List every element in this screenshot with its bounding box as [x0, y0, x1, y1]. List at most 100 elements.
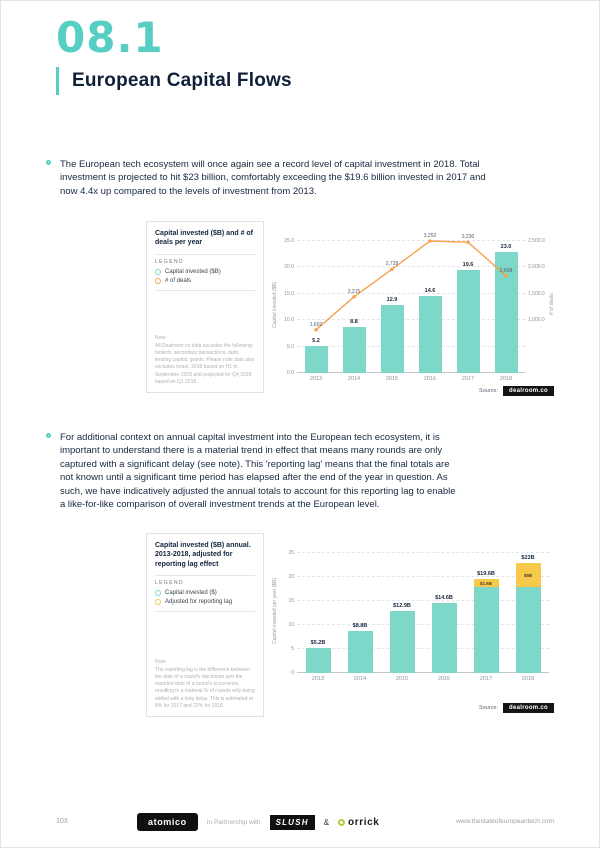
source-label: Source:	[479, 705, 499, 711]
capital-invested-bar	[389, 611, 415, 673]
x-axis-labels: 2013 2014 2015 2016 2017 2018	[297, 676, 549, 682]
note-label: Note:	[155, 335, 167, 342]
website-link[interactable]: www.thestateofeuropeantech.com	[456, 818, 554, 825]
y-axis-tick-right: 2,500.0	[528, 238, 545, 244]
note-text: All Dealroom.co data excludes the follow…	[155, 342, 255, 385]
figure1-note: Note: All Dealroom.co data excludes the …	[155, 335, 255, 386]
x-axis-tick: 2014	[353, 676, 367, 682]
legend-label: Capital invested ($)	[165, 590, 217, 597]
y-axis-tick: 5.0	[287, 343, 294, 350]
adjustment-value-label: $1.6B	[479, 580, 492, 586]
gridline	[297, 672, 549, 673]
figure2-title: Capital invested ($B) annual. 2013-2018,…	[155, 542, 251, 568]
y-axis-left: 25 20 15 10 5 0	[279, 539, 297, 676]
figure1-side-panel: Capital invested ($B) and # of deals per…	[146, 221, 264, 393]
deals-value-label: 2,215	[347, 288, 361, 295]
total-value-label: $5.2B	[310, 640, 326, 647]
adjusted-lag-bar	[473, 578, 499, 587]
y-axis-left: 25.0 20.0 15.0 10.0 5.0 0.0	[279, 227, 297, 376]
gridline	[297, 292, 525, 294]
x-axis-tick: 2015	[385, 376, 399, 382]
legend-heading: LEGEND	[155, 253, 255, 265]
y-axis-tick: 10	[288, 622, 294, 628]
legend-item: Capital invested ($)	[155, 590, 255, 597]
bar-value-label: 19.6	[462, 261, 474, 268]
figure1-title: Capital invested ($B) and # of deals per…	[155, 230, 254, 247]
deals-value-label: 1,602	[309, 321, 323, 328]
figure2-plot: $5.2B $8.8B $12.9B $14.6B $1.6B $19.6B $5B $23B	[297, 539, 549, 673]
bar-value-label: 23.0	[500, 243, 512, 250]
total-value-label: $12.9B	[393, 603, 411, 610]
y-axis-title-left: Capital invested ($B)	[272, 281, 278, 328]
bar-value-label: 8.8	[350, 318, 358, 325]
capital-invested-bar	[418, 295, 442, 373]
x-axis-tick: 2013	[309, 376, 323, 382]
legend-item: # of deals	[155, 277, 255, 284]
legend-swatch-icon	[155, 599, 161, 606]
gridline	[297, 372, 525, 373]
total-value-label: $19.6B	[477, 570, 495, 577]
y-axis-tick: 25.0	[284, 238, 294, 244]
y-axis-tick-right: 1,500.0	[528, 290, 545, 297]
legend-item: Adjusted for reporting lag	[155, 599, 255, 606]
gridline	[297, 624, 549, 625]
gridline	[297, 240, 525, 241]
capital-invested-bar	[431, 602, 457, 673]
orrick-logo: orrick	[338, 817, 379, 828]
page-number: 103	[56, 818, 68, 825]
partnership-label: In Partnership with	[206, 818, 261, 826]
capital-invested-bar	[380, 304, 404, 373]
x-axis-tick: 2018	[521, 676, 535, 682]
y-axis-tick: 20.0	[284, 264, 294, 271]
gridline	[297, 576, 549, 577]
deals-value-label: 2,728	[385, 261, 399, 268]
capital-invested-bar	[473, 586, 499, 673]
y-axis-tick: 0.0	[287, 370, 294, 376]
page-title-block: European Capital Flows	[56, 67, 292, 95]
legend-swatch-icon	[155, 590, 161, 597]
page-title: European Capital Flows	[72, 70, 292, 91]
plot-column: 5.2 8.8 12.9 14.6 19.6 23.0 1,602 2,215 2,728 3,2…	[297, 227, 525, 382]
gridline	[297, 648, 549, 649]
y-axis-tick: 0	[291, 670, 294, 676]
slush-logo: SLUSH	[269, 814, 315, 830]
section-number: 08.1	[56, 13, 164, 62]
paragraph-reporting-lag: For additional context on annual capital…	[46, 431, 464, 512]
y-axis-tick: 15	[288, 598, 294, 604]
legend-label: # of deals	[165, 277, 192, 284]
figure1-legend: Capital invested ($B) # of deals	[155, 268, 255, 291]
x-axis-tick: 2015	[395, 676, 409, 682]
figure1-plot: 5.2 8.8 12.9 14.6 19.6 23.0 1,602 2,215 2,728 3,2…	[297, 227, 525, 373]
paragraph-text: The European tech ecosystem will once ag…	[60, 159, 486, 197]
paragraph-text: For additional context on annual capital…	[60, 432, 456, 511]
total-value-label: $23B	[521, 554, 535, 561]
legend-swatch-icon	[155, 268, 161, 275]
figure2-legend: Capital invested ($) Adjusted for reporti…	[155, 590, 255, 613]
source-label: Source:	[479, 388, 499, 394]
figure2-chart-area: Capital invested per year ($B) 25 20 15 10 5…	[264, 533, 558, 717]
x-axis-tick: 2017	[461, 376, 475, 382]
figure1-plot-row: Capital invested ($B) 25.0 20.0 15.0 10.0 5.…	[272, 227, 558, 382]
legend-heading: LEGEND	[155, 575, 255, 586]
total-value-label: $14.6B	[435, 594, 453, 601]
capital-invested-bar	[304, 345, 328, 373]
legend-label: Adjusted for reporting lag	[165, 599, 233, 606]
adjusted-lag-bar	[515, 562, 541, 587]
x-axis-tick: 2016	[423, 376, 437, 382]
capital-invested-bar	[342, 326, 366, 373]
gridline	[297, 266, 525, 268]
atomico-logo: atomico	[137, 813, 198, 831]
y-axis-title-left: Capital invested per year ($B)	[272, 577, 278, 644]
legend-swatch-icon	[155, 277, 161, 284]
footer-logos: atomico In Partnership with SLUSH & orri…	[137, 813, 379, 831]
x-axis-tick: 2018	[499, 376, 513, 382]
deals-value-label: 3,230	[461, 234, 475, 241]
bar-value-label: 12.9	[386, 296, 398, 303]
figure1-source-row: Source: dealroom.co	[272, 382, 558, 396]
bar-value-label: 5.2	[312, 337, 320, 344]
bullet-icon	[46, 433, 51, 438]
deals-value-label: 2,608	[499, 267, 513, 274]
deals-value-label: 3,252	[423, 233, 437, 239]
dealroom-logo: dealroom.co	[503, 386, 554, 396]
